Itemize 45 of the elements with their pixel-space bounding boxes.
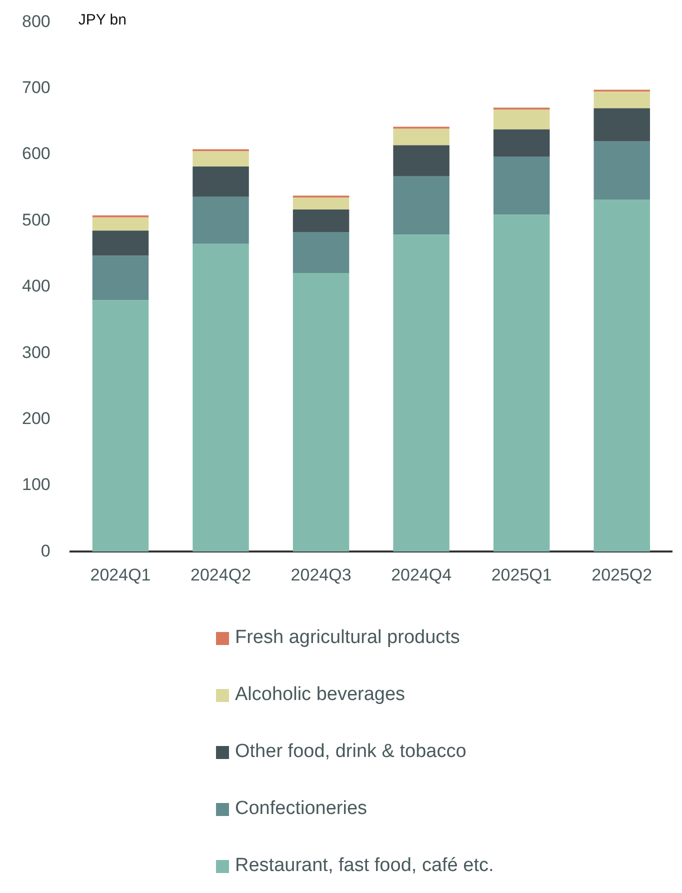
y-tick-label: 300: [22, 342, 50, 362]
y-tick-label: 100: [22, 475, 50, 494]
bar: [292, 198, 350, 210]
x-tick-label: 2025Q2: [592, 565, 652, 584]
legend-label: Restaurant, fast food, café etc.: [234, 855, 495, 876]
bar: [292, 232, 350, 274]
bar: [292, 273, 350, 552]
y-tick-label: 500: [22, 210, 50, 230]
bar: [192, 244, 249, 552]
bar: [393, 145, 450, 176]
bar: [493, 129, 550, 157]
y-tick-label: 0: [40, 541, 50, 560]
bar: [594, 141, 650, 200]
y-tick-label: 700: [22, 78, 50, 98]
x-tick-label: 2024Q2: [190, 565, 252, 584]
bar: [594, 200, 650, 552]
legend-label: Alcoholic beverages: [234, 684, 406, 705]
x-tick-label: 2024Q1: [90, 565, 151, 584]
x-tick-label: 2024Q3: [290, 565, 352, 584]
legend-label: Confectioneries: [234, 798, 368, 819]
bar: [594, 108, 650, 142]
bar: [92, 300, 149, 552]
bar: [393, 176, 450, 235]
y-tick-label: 200: [22, 408, 50, 428]
bar: [192, 166, 249, 197]
bar: [92, 217, 149, 231]
bar: [594, 92, 650, 108]
x-tick-label: 2025Q1: [491, 565, 552, 584]
x-tick-label: 2024Q4: [391, 565, 452, 584]
y-tick-label: 800: [22, 12, 50, 31]
bar: [393, 128, 450, 146]
bar: [493, 110, 550, 130]
bar: [92, 256, 149, 300]
bar: [92, 230, 149, 256]
bar: [292, 209, 350, 232]
y-axis-title: JPY bn: [78, 11, 126, 28]
bar: [393, 234, 450, 552]
legend-label: Other food, drink & tobacco: [234, 741, 468, 762]
bar: [493, 214, 550, 552]
bar: [192, 196, 249, 244]
bar: [493, 156, 550, 215]
bar: [192, 151, 249, 166]
y-tick-label: 400: [22, 276, 50, 296]
legend-label: Fresh agricultural products: [234, 627, 461, 648]
y-tick-label: 600: [22, 144, 50, 164]
